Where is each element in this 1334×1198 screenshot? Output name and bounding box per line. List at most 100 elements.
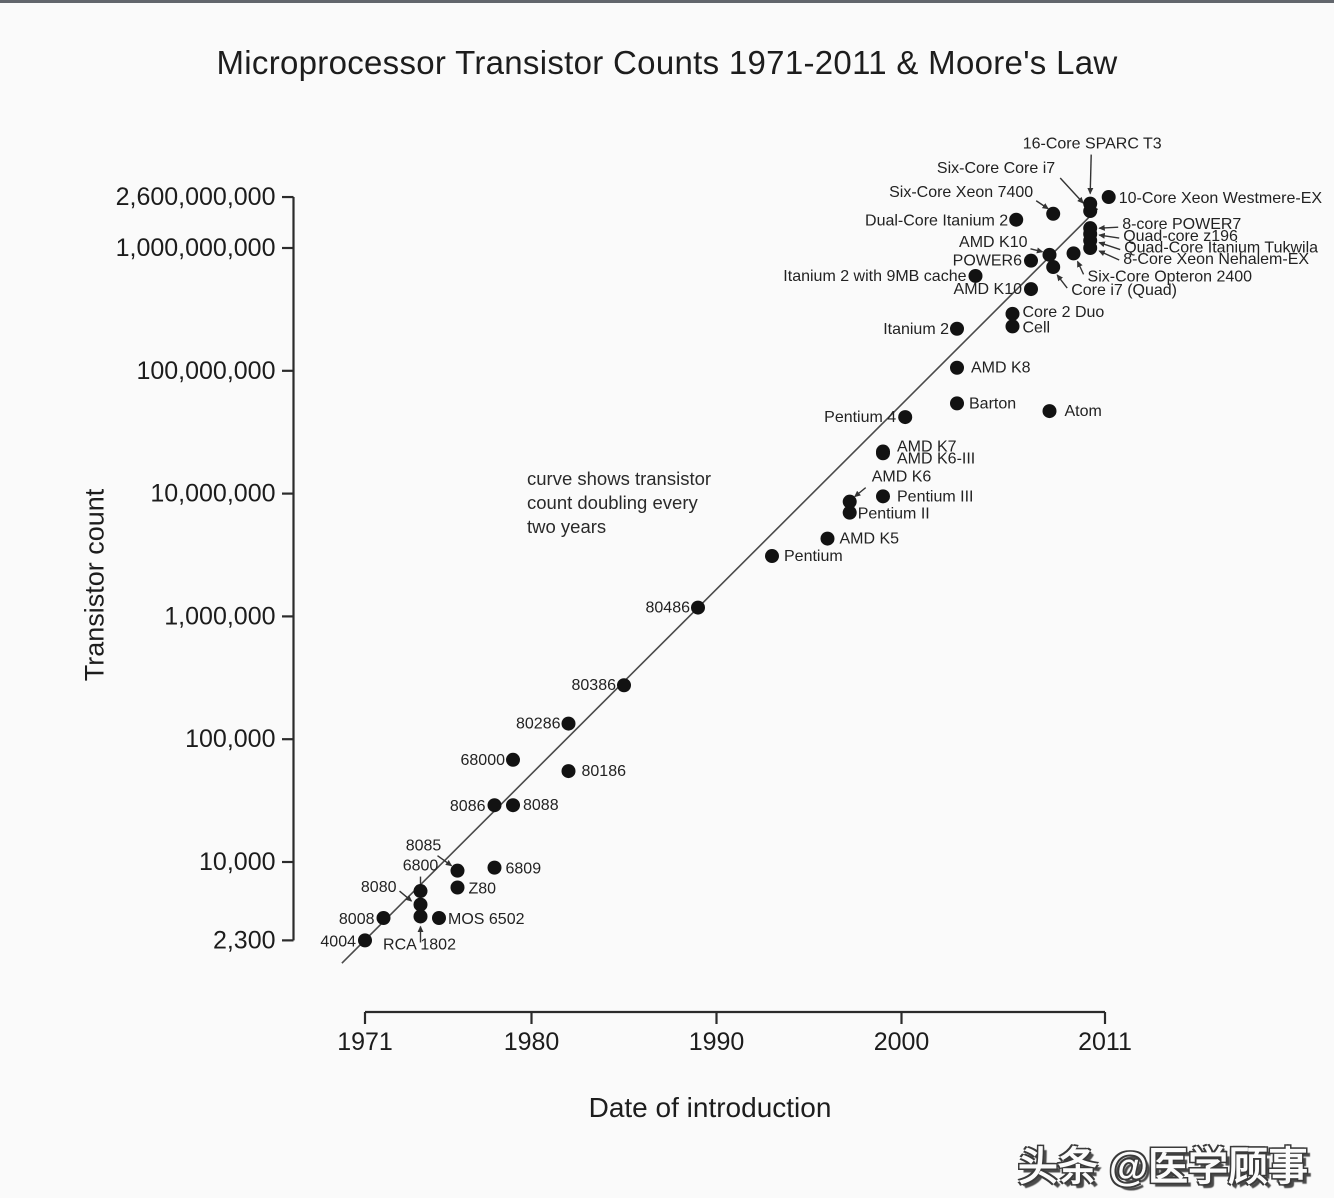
data-point-label: 8008 (339, 911, 375, 928)
data-point-dot (898, 410, 913, 425)
x-tick-label: 2011 (1078, 1028, 1132, 1056)
data-point-dot (487, 798, 502, 813)
data-point-dot (842, 494, 857, 509)
data-point-dot (506, 798, 520, 813)
data-point-dot (413, 884, 428, 899)
data-point-label: RCA 1802 (383, 936, 456, 953)
data-point-dot (358, 933, 372, 948)
data-point-label: AMD K6-III (897, 450, 975, 467)
data-point-dot (561, 764, 576, 779)
y-tick-label: 1,000,000,000 (116, 234, 276, 262)
data-point-label: Six-Core Opteron 2400 (1088, 268, 1253, 285)
chart-title: Microprocessor Transistor Counts 1971-20… (216, 44, 1118, 81)
data-point-label: Dual-Core Itanium 2 (865, 213, 1008, 230)
data-point-dot (950, 321, 964, 336)
data-point-dot (1024, 282, 1038, 297)
trend-line (341, 208, 1099, 964)
data-point-label: 4004 (320, 933, 356, 950)
data-point-dot (1042, 404, 1057, 419)
data-point-label: Barton (969, 395, 1016, 412)
data-point-label: 8-Core Xeon Nehalem-EX (1123, 251, 1309, 268)
top-border-line (0, 0, 1334, 3)
x-tick-label: 1990 (689, 1028, 745, 1056)
data-point-dot (561, 716, 576, 731)
data-point-dot (1083, 196, 1098, 211)
x-tick-label: 1980 (504, 1028, 560, 1056)
data-point-label: Pentium (784, 548, 843, 565)
data-point-label: AMD K6 (872, 469, 932, 486)
data-point-label: Itanium 2 with 9MB cache (783, 268, 966, 285)
data-point-label: Pentium III (897, 488, 973, 505)
data-point-label: AMD K5 (840, 531, 900, 548)
data-point-dot (1101, 190, 1116, 205)
data-point-dot (968, 268, 983, 283)
data-point-label: 80386 (572, 677, 617, 694)
label-arrow (1056, 274, 1068, 289)
data-point-label: Core 2 Duo (1023, 304, 1105, 321)
data-point-dot (876, 489, 890, 504)
x-tick-label: 1971 (337, 1028, 393, 1056)
y-tick-label: 10,000 (199, 848, 275, 876)
data-point-label: 16-Core SPARC T3 (1023, 136, 1162, 153)
data-point-dot (1046, 260, 1061, 275)
data-point-label: AMD K8 (971, 360, 1031, 377)
data-point-dot (617, 678, 631, 693)
label-arrow (1030, 247, 1044, 254)
annotation-line: count doubling every (527, 492, 698, 513)
data-point-dot (432, 910, 446, 925)
data-point-label: 8088 (523, 797, 559, 814)
y-tick-label: 2,600,000,000 (116, 183, 276, 211)
data-point-dot (1042, 247, 1057, 262)
data-point-label: 8085 (406, 838, 442, 855)
data-point-label: 6809 (506, 861, 542, 878)
data-point-dot (450, 863, 465, 878)
label-arrow (1098, 250, 1120, 261)
data-point-label: Pentium II (858, 506, 930, 523)
data-point-dot (691, 600, 705, 615)
data-point-label: Quad-Core Itanium Tukwila (1124, 240, 1318, 257)
label-arrow (1035, 200, 1049, 210)
data-point-dot (765, 549, 779, 564)
data-point-label: 80486 (646, 600, 691, 617)
y-tick-label: 1,000,000 (164, 602, 275, 630)
data-point-label: Pentium 4 (824, 409, 896, 426)
data-point-label: 8-core POWER7 (1122, 216, 1241, 233)
data-point-label: AMD K10 (954, 281, 1023, 298)
data-point-dot (1066, 246, 1081, 261)
y-tick-label: 100,000,000 (136, 357, 275, 385)
data-point-label: 8086 (450, 798, 486, 815)
data-point-dot (1083, 241, 1098, 255)
data-point-label: AMD K7 (897, 439, 957, 456)
data-point-label: 80286 (516, 716, 561, 733)
label-arrow (854, 487, 867, 498)
annotation-line: curve shows transistor (527, 468, 712, 489)
annotation-line: two years (527, 516, 607, 537)
watermark: 头条 @医学顾事 (1017, 1145, 1308, 1189)
data-point-label: Z80 (469, 880, 497, 897)
data-point-label: Atom (1065, 403, 1102, 420)
label-arrow (1098, 224, 1119, 231)
x-axis-title: Date of introduction (588, 1092, 832, 1123)
label-arrow (399, 890, 413, 902)
data-point-label: MOS 6502 (448, 911, 525, 928)
data-point-label: Itanium 2 (883, 321, 949, 338)
y-tick-label: 100,000 (185, 725, 275, 753)
data-point-dot (487, 860, 502, 875)
data-point-label: Quad-core z196 (1123, 228, 1238, 245)
data-point-dot (1046, 206, 1061, 221)
y-tick-label: 2,300 (213, 926, 276, 954)
data-point-dot (1009, 212, 1024, 227)
label-arrow (1059, 177, 1084, 204)
data-point-label: Six-Core Xeon 7400 (889, 184, 1033, 201)
data-point-dot (842, 505, 857, 520)
label-arrow (1098, 232, 1120, 239)
label-arrow (1087, 154, 1094, 195)
data-point-label: AMD K10 (959, 234, 1028, 251)
data-point-label: Core i7 (Quad) (1071, 282, 1177, 299)
label-arrow (437, 855, 453, 867)
data-point-label: Six-Core Core i7 (937, 160, 1055, 177)
data-point-label: 6800 (403, 858, 439, 875)
